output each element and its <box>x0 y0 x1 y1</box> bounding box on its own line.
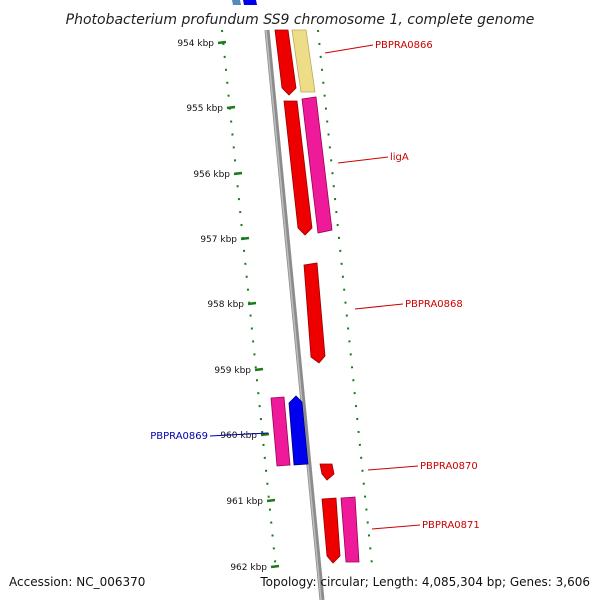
tick-mark <box>240 236 250 241</box>
leader-liga <box>337 156 389 164</box>
tick-label: 961 kbp <box>226 497 263 507</box>
tick-label: 956 kbp <box>193 170 230 180</box>
tick-label: 959 kbp <box>214 366 251 376</box>
gene-pbpra0869-partner <box>270 396 291 467</box>
gene-pbpra0866 <box>274 29 297 96</box>
gene-label[interactable]: ligA <box>390 152 409 163</box>
tick-mark <box>270 564 280 569</box>
leader-pbpra0870 <box>367 465 419 471</box>
tick-mark <box>260 432 270 437</box>
gene-partial-steelblue <box>232 0 241 5</box>
tick-label: 957 kbp <box>200 235 237 245</box>
gene-label-group: PBPRA0866 ligA PBPRA0868 PBPRA0869 PBPRA0870… <box>150 40 480 531</box>
topology-text: Topology: circular; Length: 4,085,304 bp… <box>260 575 590 589</box>
map-title: Photobacterium profundum SS9 chromosome … <box>66 12 535 28</box>
tick-mark <box>233 171 243 176</box>
gene-label[interactable]: PBPRA0869 <box>150 431 208 442</box>
leader-pbpra0869 <box>209 432 269 437</box>
gene-liga-partner <box>301 96 333 234</box>
tick-label: 962 kbp <box>230 563 267 573</box>
gene-label[interactable]: PBPRA0871 <box>422 520 480 531</box>
gene-label[interactable]: PBPRA0870 <box>420 461 478 472</box>
tick-label: 958 kbp <box>207 300 244 310</box>
accession-text: Accession: NC_006370 <box>9 575 146 589</box>
gene-pbpra0868 <box>303 262 326 364</box>
gene-pbpra0866-partner <box>291 29 316 93</box>
gene-label[interactable]: PBPRA0866 <box>375 40 433 51</box>
gene-partial-blue <box>243 0 257 5</box>
tick-label: 955 kbp <box>186 104 223 114</box>
tick-label: 954 kbp <box>177 39 214 49</box>
leader-pbpra0866 <box>324 44 374 54</box>
gene-label[interactable]: PBPRA0868 <box>405 299 463 310</box>
tick-group: 954 kbp 955 kbp 956 kbp 957 kbp 958 kbp 959 k… <box>177 39 280 573</box>
gene-pbpra0871-partner <box>340 496 360 563</box>
gene-pbpra0869 <box>288 395 309 466</box>
tick-track-right <box>317 29 373 566</box>
tick-label: 960 kbp <box>220 431 257 441</box>
tick-mark <box>254 367 264 372</box>
leader-pbpra0868 <box>354 303 404 310</box>
gene-pbpra0870 <box>319 463 335 481</box>
tick-mark <box>217 40 227 45</box>
chromosome-backbone <box>264 29 325 600</box>
chromosome-backbone-highlight <box>265 29 322 600</box>
gene-liga <box>283 100 313 236</box>
tick-mark <box>226 105 236 110</box>
leader-pbpra0871 <box>371 524 421 530</box>
tick-mark <box>266 498 276 503</box>
tick-mark <box>247 301 257 306</box>
gene-pbpra0871 <box>321 497 341 564</box>
